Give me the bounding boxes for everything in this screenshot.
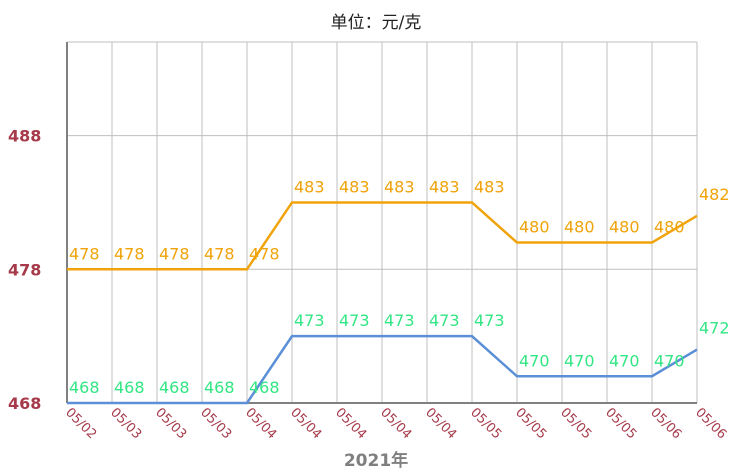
x-tick-label: 05/05	[467, 405, 504, 442]
data-label: 482	[699, 185, 730, 204]
data-label: 472	[699, 319, 730, 338]
data-label: 473	[429, 311, 460, 330]
data-label: 473	[474, 311, 505, 330]
x-tick-label: 05/03	[152, 405, 189, 442]
x-tick-label: 05/04	[377, 405, 414, 442]
data-label: 478	[249, 244, 280, 263]
x-tick-label: 05/06	[692, 405, 729, 442]
data-label: 480	[654, 218, 685, 237]
data-label: 480	[609, 218, 640, 237]
data-label: 478	[159, 244, 190, 263]
x-tick-label: 05/04	[332, 405, 369, 442]
y-tick-label: 468	[8, 394, 41, 413]
data-label: 478	[69, 244, 100, 263]
data-label: 473	[384, 311, 415, 330]
x-tick-label: 05/05	[602, 405, 639, 442]
data-label: 483	[339, 177, 370, 196]
y-tick-label: 488	[8, 127, 41, 146]
data-label: 468	[159, 378, 190, 397]
y-tick-label: 478	[8, 260, 41, 279]
series-line-1	[67, 201, 698, 271]
data-label: 468	[249, 378, 280, 397]
data-label: 478	[114, 244, 145, 263]
x-tick-label: 05/03	[107, 405, 144, 442]
data-label: 473	[294, 311, 325, 330]
data-label: 468	[204, 378, 235, 397]
data-label: 468	[114, 378, 145, 397]
data-label: 470	[519, 351, 550, 370]
data-label: 470	[609, 351, 640, 370]
data-label: 483	[294, 177, 325, 196]
data-label: 468	[69, 378, 100, 397]
data-label: 483	[429, 177, 460, 196]
x-tick-label: 05/04	[242, 405, 279, 442]
x-tick-label: 05/03	[197, 405, 234, 442]
data-label: 473	[339, 311, 370, 330]
data-label: 470	[564, 351, 595, 370]
data-label: 480	[519, 218, 550, 237]
data-label: 483	[384, 177, 415, 196]
data-label: 483	[474, 177, 505, 196]
x-tick-label: 05/04	[287, 405, 324, 442]
series-line-2	[67, 334, 698, 405]
data-label: 470	[654, 351, 685, 370]
x-axis-label: 2021年	[343, 451, 409, 471]
chart-unit-title: 单位：元/克	[330, 13, 422, 33]
x-tick-label: 05/06	[647, 405, 684, 442]
x-tick-label: 05/04	[422, 405, 459, 442]
x-tick-label: 05/05	[557, 405, 594, 442]
x-tick-label: 05/02	[62, 405, 99, 442]
data-label: 478	[204, 244, 235, 263]
x-tick-label: 05/05	[512, 405, 549, 442]
data-label: 480	[564, 218, 595, 237]
